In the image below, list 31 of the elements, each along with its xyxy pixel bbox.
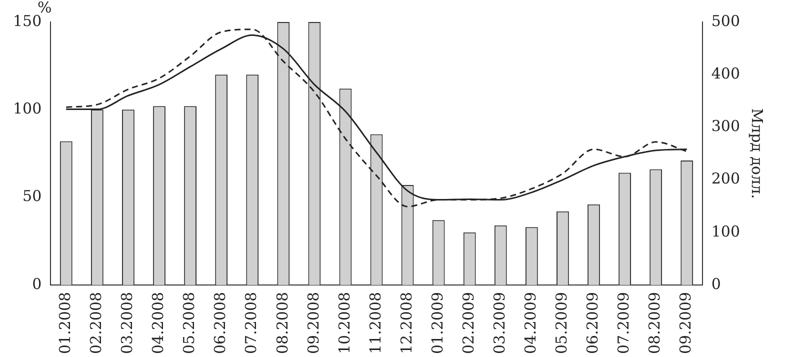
y2-tick-label: 500 [711, 12, 740, 30]
x-tick-label: 07.2009 [614, 292, 633, 354]
x-tick-label: 08.2008 [273, 292, 292, 354]
x-tick-label: 02.2009 [459, 292, 478, 354]
x-tick-label: 08.2009 [646, 292, 664, 354]
x-tick-label: 03.2008 [118, 292, 136, 354]
x-tick-label: 07.2008 [242, 292, 260, 354]
x-tick-label: 11.2008 [366, 292, 384, 354]
x-tick-label: 04.2009 [522, 292, 540, 354]
y-tick-label: 100 [12, 100, 42, 118]
x-tick-label: 12.2008 [397, 292, 416, 354]
x-tick-label: 05.2008 [180, 292, 198, 354]
y2-axis-title: Млрд долл. [748, 108, 766, 199]
y2-tick-label: 0 [711, 274, 721, 293]
y-tick-label: 0 [32, 274, 42, 293]
y2-tick-label: 400 [711, 64, 740, 82]
y2-tick-label: 300 [711, 117, 740, 136]
x-tick-label: 02.2008 [87, 292, 106, 354]
x-tick-label: 09.2008 [304, 292, 322, 354]
y2-tick-label: 100 [711, 222, 740, 240]
y-tick-label: 50 [22, 187, 42, 206]
x-tick-label: 06.2008 [211, 292, 230, 354]
x-tick-label: 01.2009 [428, 292, 446, 354]
x-tick-label: 04.2008 [149, 292, 168, 354]
x-tick-label: 01.2008 [56, 292, 74, 354]
x-tick-label: 10.2008 [335, 292, 354, 354]
x-tick-label: 05.2009 [552, 292, 571, 354]
x-tick-label: 09.2009 [676, 292, 695, 354]
x-tick-label: 03.2009 [490, 292, 509, 354]
y2-tick-label: 200 [711, 170, 740, 188]
x-tick-label: 06.2009 [584, 292, 602, 354]
